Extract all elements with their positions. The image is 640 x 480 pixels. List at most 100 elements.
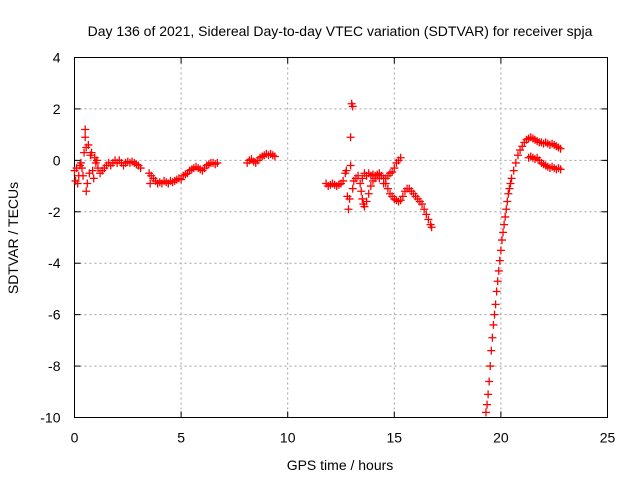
data-point <box>88 166 97 175</box>
data-point <box>502 205 511 214</box>
data-point <box>177 175 186 184</box>
plot-frame <box>74 57 608 418</box>
tick-labels: 0 5 10 15 20 25 -10 -8 -6 -4 -2 0 2 4 <box>40 50 615 446</box>
data-point <box>424 215 433 224</box>
data-point <box>81 125 90 134</box>
data-point <box>348 102 357 111</box>
data-point <box>507 174 516 183</box>
data-point <box>344 205 353 214</box>
data-point <box>383 184 392 193</box>
x-tick-label: 25 <box>600 430 616 446</box>
data-point <box>511 158 520 167</box>
data-point <box>73 179 82 188</box>
data-point <box>82 187 91 196</box>
x-tick-label: 10 <box>280 430 296 446</box>
data-point <box>348 184 357 193</box>
data-point <box>495 256 504 265</box>
data-point <box>342 166 351 175</box>
y-tick-label: -2 <box>48 204 61 220</box>
data-point <box>360 202 369 211</box>
data-point <box>513 151 522 160</box>
data-point <box>518 142 527 151</box>
data-point <box>489 320 498 329</box>
data-point <box>77 164 86 173</box>
data-point <box>358 174 367 183</box>
data-point <box>556 165 565 174</box>
data-point <box>366 182 375 191</box>
data-point <box>506 179 515 188</box>
data-point <box>501 212 510 221</box>
data-point <box>492 287 501 296</box>
data-point <box>89 174 98 183</box>
data-point <box>556 144 565 153</box>
data-point <box>83 179 92 188</box>
x-tick-label: 15 <box>387 430 403 446</box>
data-point <box>354 171 363 180</box>
data-point <box>500 220 509 229</box>
data-point <box>516 146 525 155</box>
y-tick-label: 2 <box>53 101 61 117</box>
x-tick-label: 20 <box>493 430 509 446</box>
data-point <box>504 189 513 198</box>
data-point <box>357 187 366 196</box>
data-point <box>92 156 101 165</box>
data-point <box>485 377 494 386</box>
data-point <box>396 196 405 205</box>
data-point <box>487 346 496 355</box>
data-point <box>390 164 399 173</box>
data-point <box>146 179 155 188</box>
data-point <box>491 300 500 309</box>
data-point <box>396 153 405 162</box>
chart-title: Day 136 of 2021, Sidereal Day-to-day VTE… <box>88 23 593 39</box>
data-point <box>364 189 373 198</box>
data-point <box>373 170 382 179</box>
data-point <box>356 179 365 188</box>
data-point <box>80 148 89 157</box>
data-point <box>486 362 495 371</box>
data-point <box>213 158 222 167</box>
data-point <box>345 194 354 203</box>
data-point <box>420 205 429 214</box>
data-point <box>499 228 508 237</box>
x-axis-label: GPS time / hours <box>287 457 394 473</box>
y-tick-label: -8 <box>48 358 61 374</box>
data-point <box>505 184 514 193</box>
y-tick-label: 0 <box>53 152 61 168</box>
data-point <box>483 400 492 409</box>
data-points <box>70 99 565 417</box>
data-point <box>136 164 145 173</box>
data-point <box>358 194 367 203</box>
data-point <box>79 171 88 180</box>
data-point <box>334 180 343 189</box>
data-point <box>339 176 348 185</box>
data-point <box>427 223 436 232</box>
data-point <box>346 161 355 170</box>
y-tick-label: -6 <box>48 307 61 323</box>
y-tick-label: -4 <box>48 255 61 271</box>
x-tick-label: 5 <box>177 430 185 446</box>
data-point <box>81 133 90 142</box>
data-point <box>509 166 518 175</box>
data-point <box>554 164 563 173</box>
y-tick-label: 4 <box>53 50 61 66</box>
data-point <box>87 148 96 157</box>
data-point <box>496 246 505 255</box>
data-point <box>488 333 497 342</box>
data-point <box>388 167 397 176</box>
data-point <box>268 151 277 160</box>
grid <box>74 57 608 418</box>
data-point <box>398 192 407 201</box>
y-tick-label: -10 <box>40 410 60 426</box>
data-point <box>362 197 371 206</box>
data-point <box>493 277 502 286</box>
data-point <box>497 236 506 245</box>
data-point <box>481 408 490 417</box>
data-point <box>418 200 427 209</box>
data-point <box>422 210 431 219</box>
data-point <box>346 133 355 142</box>
data-point <box>84 140 93 149</box>
axis-ticks <box>74 57 608 418</box>
data-point <box>181 170 190 179</box>
data-point <box>503 197 512 206</box>
